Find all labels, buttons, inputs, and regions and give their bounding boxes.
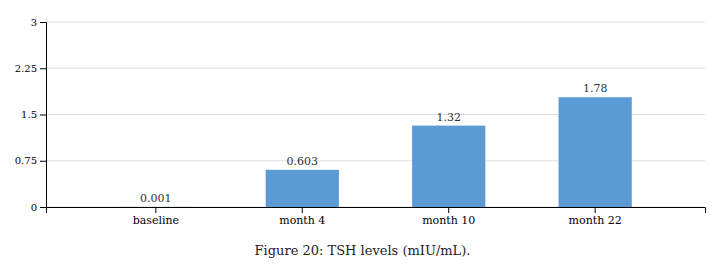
bar bbox=[559, 97, 632, 207]
y-tick-label: 3 bbox=[31, 17, 37, 28]
x-tick-mark bbox=[595, 207, 596, 213]
y-tick-label: 0.75 bbox=[15, 155, 37, 166]
x-tick: month 22 bbox=[569, 207, 622, 227]
bars bbox=[119, 97, 632, 207]
y-tick-mark bbox=[40, 22, 46, 23]
grid-line bbox=[46, 68, 705, 69]
y-tick: 1.5 bbox=[21, 109, 46, 120]
x-tick-label: month 22 bbox=[569, 214, 622, 227]
x-tick-label: month 4 bbox=[279, 214, 325, 227]
data-label: 1.78 bbox=[583, 82, 608, 95]
x-tick-label: month 10 bbox=[422, 214, 475, 227]
x-tick-label: baseline bbox=[133, 214, 179, 227]
x-axis: baseline month 4 month 10 month 22 bbox=[47, 207, 706, 227]
bar bbox=[266, 170, 339, 207]
grid bbox=[46, 22, 705, 207]
chart-svg: 0 0.75 1.5 2.25 3 baseline month 4 month 10 mont… bbox=[0, 0, 725, 265]
bar bbox=[412, 126, 485, 207]
bar bbox=[119, 206, 192, 207]
y-axis: 0 0.75 1.5 2.25 3 bbox=[15, 17, 47, 213]
y-tick: 0.75 bbox=[15, 155, 46, 166]
x-axis-line bbox=[47, 208, 706, 214]
x-tick: month 4 bbox=[279, 207, 325, 227]
data-labels: 0.001 0.603 1.32 1.78 bbox=[140, 82, 607, 205]
y-tick: 2.25 bbox=[15, 63, 46, 74]
y-tick-mark bbox=[40, 207, 46, 208]
x-tick-mark bbox=[302, 207, 303, 213]
y-tick: 0 bbox=[31, 202, 46, 213]
x-tick: baseline bbox=[133, 207, 179, 227]
grid-line bbox=[46, 22, 705, 23]
y-tick-mark bbox=[40, 161, 46, 162]
y-tick-label: 0 bbox=[31, 202, 37, 213]
y-tick-mark bbox=[40, 115, 46, 116]
y-tick-label: 1.5 bbox=[21, 109, 37, 120]
y-tick-mark bbox=[40, 68, 46, 69]
data-label: 1.32 bbox=[436, 111, 461, 124]
chart-container: 0 0.75 1.5 2.25 3 baseline month 4 month 10 mont… bbox=[0, 0, 725, 265]
y-tick-label: 2.25 bbox=[15, 63, 37, 74]
plot-area: 0 0.75 1.5 2.25 3 baseline month 4 month 10 mont… bbox=[15, 17, 706, 227]
x-tick: month 10 bbox=[422, 207, 475, 227]
data-label: 0.603 bbox=[287, 155, 319, 168]
title: Figure 20: TSH levels (mIU/mL). bbox=[255, 243, 471, 258]
x-tick-mark bbox=[155, 207, 156, 213]
y-axis-line bbox=[40, 23, 47, 208]
y-tick: 3 bbox=[31, 17, 46, 28]
x-tick-mark bbox=[448, 207, 449, 213]
data-label: 0.001 bbox=[140, 192, 172, 205]
